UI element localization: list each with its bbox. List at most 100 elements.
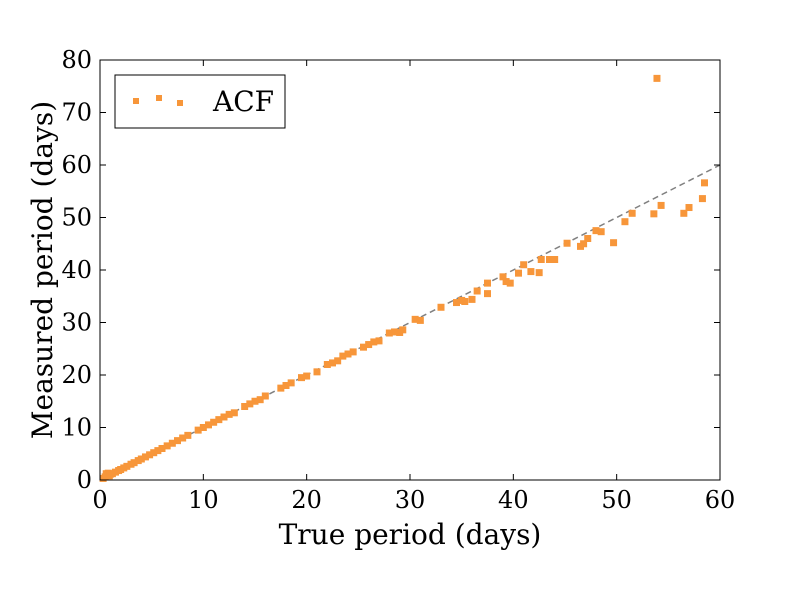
- data-point: [334, 357, 342, 365]
- data-point: [621, 218, 629, 226]
- data-point: [210, 418, 218, 426]
- data-point: [416, 316, 424, 324]
- x-tick-label: 30: [395, 486, 426, 514]
- data-point: [261, 392, 269, 400]
- data-point: [515, 269, 522, 277]
- data-point: [303, 372, 311, 380]
- data-point: [158, 445, 166, 452]
- data-point: [137, 455, 145, 463]
- data-point: [287, 379, 295, 387]
- legend-entry-acf: ACF: [212, 85, 274, 118]
- data-point: [154, 447, 162, 455]
- data-point: [468, 295, 476, 303]
- data-point: [179, 434, 187, 442]
- data-point: [499, 273, 507, 281]
- y-tick-label: 20: [61, 361, 92, 389]
- data-point: [502, 278, 510, 286]
- y-tick-label: 60: [61, 151, 92, 179]
- data-point: [329, 359, 336, 367]
- y-tick-label: 70: [61, 99, 92, 127]
- x-axis-label: True period (days): [279, 518, 542, 551]
- data-point: [194, 426, 202, 434]
- y-tick-label: 10: [61, 414, 92, 442]
- data-point: [546, 256, 553, 263]
- y-tick-label: 40: [61, 256, 92, 284]
- data-point: [146, 451, 154, 459]
- data-point: [535, 269, 543, 277]
- data-point: [506, 279, 514, 287]
- data-point: [484, 279, 491, 287]
- data-point: [225, 410, 233, 418]
- data-point: [628, 209, 636, 217]
- data-point: [344, 350, 352, 358]
- data-point: [339, 352, 347, 360]
- data-point: [563, 239, 571, 247]
- data-point: [584, 235, 592, 242]
- data-point: [123, 462, 131, 470]
- data-points-layer: [99, 74, 708, 482]
- data-point: [360, 343, 367, 351]
- data-point: [399, 326, 407, 334]
- y-tick-label: 80: [61, 46, 92, 74]
- data-point: [411, 315, 419, 323]
- data-point: [150, 449, 158, 457]
- data-point: [256, 396, 264, 404]
- data-point: [650, 210, 658, 218]
- data-point: [168, 439, 176, 447]
- data-point: [365, 341, 373, 349]
- data-point: [610, 239, 618, 247]
- x-tick-label: 60: [705, 486, 736, 514]
- data-point: [282, 382, 290, 389]
- legend-marker: [156, 95, 162, 101]
- y-tick-label: 50: [61, 204, 92, 232]
- data-point: [701, 179, 708, 187]
- data-point: [163, 442, 171, 450]
- data-point: [130, 459, 138, 467]
- x-tick-label: 0: [92, 486, 107, 514]
- x-tick-label: 40: [498, 486, 529, 514]
- data-point: [375, 337, 383, 345]
- data-point: [199, 424, 207, 431]
- data-point: [246, 400, 254, 408]
- y-tick-label: 0: [77, 466, 92, 494]
- data-point: [349, 348, 357, 356]
- data-point: [230, 409, 238, 417]
- data-point: [453, 299, 460, 307]
- data-point: [484, 290, 491, 298]
- data-point: [277, 384, 285, 392]
- data-point: [520, 261, 528, 269]
- data-point: [685, 204, 693, 212]
- data-point: [184, 431, 192, 439]
- legend-box: [114, 74, 286, 129]
- data-point: [385, 329, 393, 337]
- data-point: [220, 413, 228, 421]
- data-point: [592, 227, 600, 235]
- data-point: [473, 287, 481, 295]
- x-tick-label: 10: [188, 486, 219, 514]
- data-point: [174, 437, 181, 445]
- data-point: [580, 240, 588, 248]
- data-point: [657, 201, 665, 209]
- y-axis-label: Measured period (days): [26, 101, 59, 439]
- data-point: [370, 338, 378, 346]
- data-point: [141, 453, 149, 461]
- data-point: [527, 268, 535, 276]
- data-point: [215, 416, 223, 424]
- x-tick-label: 20: [291, 486, 322, 514]
- data-point: [241, 403, 249, 410]
- legend-marker: [177, 100, 183, 106]
- data-point: [537, 256, 545, 263]
- legend: ACF: [114, 74, 286, 129]
- data-point: [597, 228, 605, 236]
- data-point: [437, 303, 445, 311]
- axis-ticks: 0 10 20 30 40 50 60 0 10 20 30 40 50 60 70 80: [61, 46, 735, 514]
- data-point: [680, 209, 688, 217]
- data-point: [653, 74, 661, 82]
- data-point: [391, 328, 398, 336]
- legend-marker: [133, 98, 139, 104]
- data-point: [205, 421, 212, 429]
- data-point: [323, 361, 331, 368]
- data-point: [313, 368, 321, 376]
- data-point: [461, 298, 469, 305]
